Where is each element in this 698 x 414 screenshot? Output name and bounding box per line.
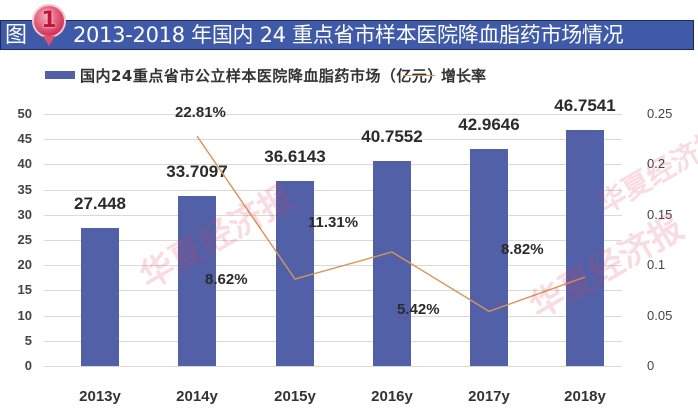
gridline	[44, 139, 622, 141]
left-axis-tick: 15	[17, 282, 32, 298]
bar-2015y	[276, 181, 314, 366]
chart-title: 2013-2018 年国内 24 重点省市样本医院降血脂药市场情况	[73, 23, 624, 47]
title-bar: 图 2013-2018 年国内 24 重点省市样本医院降血脂药市场情况	[0, 20, 694, 50]
gridline	[44, 189, 622, 191]
gridline	[44, 290, 622, 292]
growth-rate-label: 11.31%	[308, 213, 359, 231]
gridline	[44, 366, 622, 367]
right-axis-tick: 0.05	[647, 307, 673, 323]
gridline	[44, 214, 622, 216]
left-axis-tick: 5	[24, 332, 32, 348]
growth-rate-label: 22.81%	[175, 104, 226, 122]
right-axis-tick: 0.15	[647, 206, 673, 222]
left-axis-tick: 10	[17, 307, 32, 323]
right-axis-tick: 0.25	[647, 106, 673, 121]
right-axis-tick: 0	[647, 358, 655, 373]
bar-2013y	[81, 227, 119, 366]
gridline	[44, 164, 622, 166]
left-axis-tick: 30	[17, 206, 32, 222]
bar-2014y	[178, 196, 216, 366]
gridline	[44, 340, 622, 342]
x-axis-tick: 2015y	[274, 388, 316, 405]
bar-value-label: 40.7552	[361, 126, 423, 146]
bar-value-label: 46.7541	[554, 96, 616, 116]
gridline	[44, 114, 622, 115]
left-axis-tick: 35	[17, 181, 32, 197]
gridline	[44, 315, 622, 317]
growth-rate-label: 5.42%	[397, 301, 440, 319]
gridline	[44, 265, 622, 267]
bar-value-label: 33.7097	[166, 162, 228, 182]
badge-pointer-icon	[43, 36, 55, 46]
bar-2016y	[373, 160, 411, 366]
bar-value-label: 36.6143	[264, 147, 326, 167]
left-axis-tick: 20	[17, 257, 32, 273]
x-axis-tick: 2014y	[176, 388, 218, 405]
legend: 国内24重点省市公立样本医院降血脂药市场（亿元） 增长率	[0, 62, 698, 88]
bar-2018y	[566, 130, 604, 366]
gridline	[44, 240, 622, 241]
legend-line-label: 增长率	[441, 67, 487, 85]
bar-value-label: 27.448	[74, 193, 126, 213]
left-axis-tick: 50	[17, 106, 32, 121]
right-axis-tick: 0.1	[647, 257, 666, 273]
left-axis-tick: 25	[17, 232, 32, 247]
left-axis-tick: 40	[17, 156, 32, 172]
right-axis-tick: 0.2	[647, 156, 666, 172]
growth-rate-label: 8.62%	[205, 271, 248, 289]
legend-bar-swatch	[45, 71, 75, 79]
figure-prefix: 图	[5, 23, 28, 48]
legend-bar-label: 国内24重点省市公立样本医院降血脂药市场（亿元）	[80, 67, 443, 85]
legend-line-swatch	[403, 75, 435, 76]
x-axis-tick: 2017y	[468, 388, 510, 405]
bar-value-label: 42.9646	[458, 115, 520, 135]
badge-number: 1	[41, 8, 57, 33]
left-axis-tick: 0	[24, 358, 32, 373]
x-axis-tick: 2016y	[371, 388, 413, 405]
bar-2017y	[470, 149, 508, 366]
x-axis-tick: 2018y	[564, 388, 606, 405]
x-axis-tick: 2013y	[79, 388, 121, 405]
growth-rate-label: 8.82%	[501, 241, 544, 259]
left-axis-tick: 45	[17, 131, 32, 147]
